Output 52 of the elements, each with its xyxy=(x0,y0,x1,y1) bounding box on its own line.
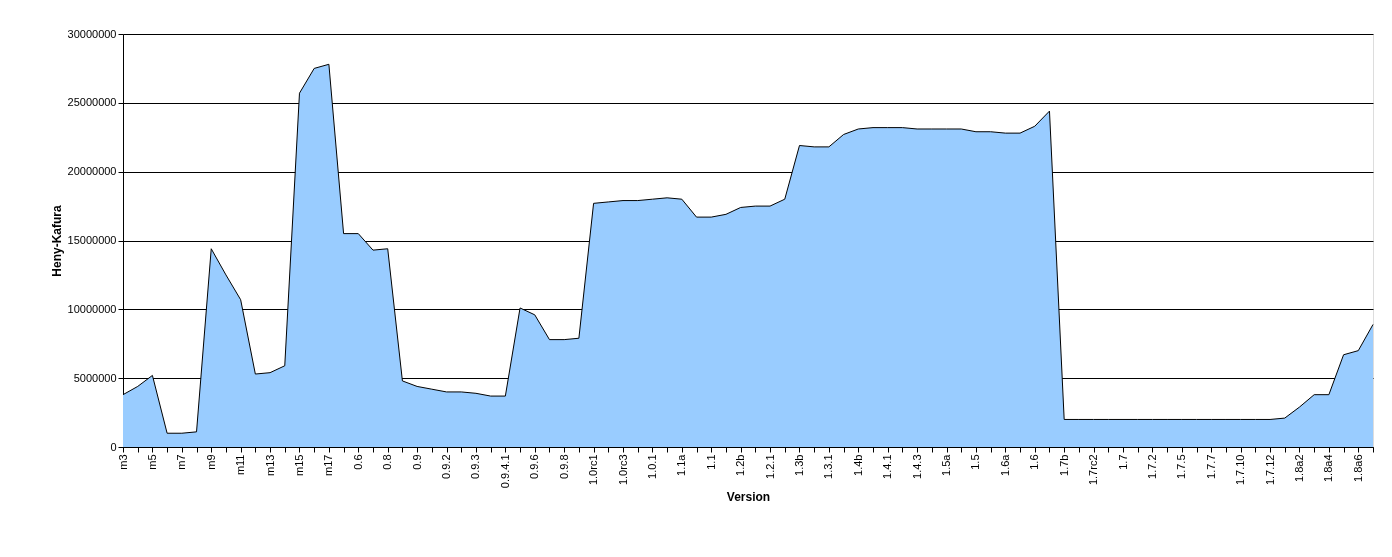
y-tick-label: 0 xyxy=(110,440,117,453)
x-axis-title: Version xyxy=(726,490,771,505)
x-tick-label: 1.6a xyxy=(998,453,1011,476)
x-tick-label: m5 xyxy=(145,454,158,470)
x-tick-label: 1.6 xyxy=(1028,454,1041,470)
x-tick-label: m9 xyxy=(204,454,217,470)
x-tick-label: 1.8a6 xyxy=(1351,454,1364,483)
x-tick-label: 1.4b xyxy=(851,454,864,476)
x-tick-label: 1.5a xyxy=(940,453,953,476)
x-tick-label: m11 xyxy=(234,454,247,476)
x-tick-label: 1.7.5 xyxy=(1175,454,1188,479)
x-tick-label: 0.8 xyxy=(381,454,394,470)
x-tick-label: 1.8a2 xyxy=(1292,454,1305,483)
x-tick-label: 1.8a4 xyxy=(1322,454,1335,483)
x-tick-label: 0.9.3 xyxy=(469,454,482,479)
x-tick-label: 1.3b xyxy=(792,454,805,476)
x-tick-label: m7 xyxy=(175,454,188,470)
x-tick-label: 1.1a xyxy=(675,453,688,476)
y-tick-label: 30000000 xyxy=(67,27,117,40)
x-tick-label: 1.7.10 xyxy=(1234,454,1247,486)
x-tick-label: 0.9.8 xyxy=(557,454,570,479)
y-tick-label: 25000000 xyxy=(67,96,117,109)
x-tick-label: 0.6 xyxy=(351,454,364,470)
x-tick-label: 1.3.1 xyxy=(822,454,835,479)
x-tick-label: 1.7.7 xyxy=(1204,454,1217,479)
x-tick-label: 0.9.4.1 xyxy=(498,454,511,489)
x-tick-label: 1.7 xyxy=(1116,454,1129,470)
x-tick-label: 1.2.1 xyxy=(763,454,776,479)
y-tick-label: 15000000 xyxy=(67,234,117,246)
x-tick-label: 0.9.2 xyxy=(440,454,453,479)
y-tick-label: 5000000 xyxy=(73,371,117,384)
x-tick-label: m15 xyxy=(292,454,305,476)
x-tick-label: 1.0.1 xyxy=(645,454,658,479)
x-tick-label: 1.1 xyxy=(704,454,717,470)
x-tick-label: 1.7.12 xyxy=(1263,454,1276,486)
x-tick-label: 1.4.1 xyxy=(881,454,894,479)
x-tick-label: m3 xyxy=(116,454,129,470)
x-tick-label: 1.7.2 xyxy=(1145,454,1158,479)
x-tick-label: 1.2b xyxy=(734,454,747,476)
x-tick-label: 0.9 xyxy=(410,454,423,470)
x-tick-label: 1.5 xyxy=(969,454,982,470)
x-tick-label: 1.4.3 xyxy=(910,454,923,479)
y-axis-title: Heny-Kafura xyxy=(49,205,64,277)
x-tick-label: 1.0rc3 xyxy=(616,454,629,486)
y-tick-label: 10000000 xyxy=(67,302,117,315)
x-tick-label: m13 xyxy=(263,454,276,476)
x-tick-label: 0.9.6 xyxy=(528,454,541,479)
x-tick-label: 1.7b xyxy=(1057,454,1070,476)
y-tick-label: 20000000 xyxy=(67,165,117,178)
x-tick-label: 1.7rc2 xyxy=(1087,454,1100,486)
x-tick-label: m17 xyxy=(322,454,335,476)
x-tick-label: 1.0rc1 xyxy=(587,454,600,486)
